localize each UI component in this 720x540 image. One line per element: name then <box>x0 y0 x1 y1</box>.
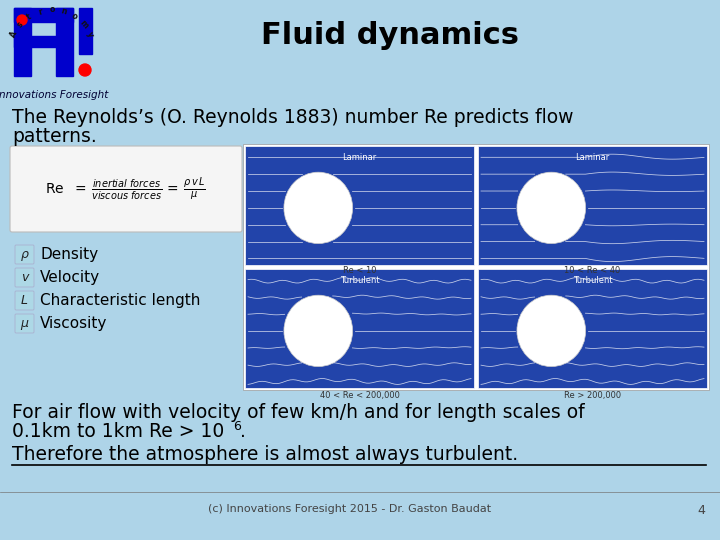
Circle shape <box>79 64 91 76</box>
Text: Re > 200,000: Re > 200,000 <box>564 391 621 400</box>
Text: Innovations Foresight: Innovations Foresight <box>0 90 108 100</box>
Text: Laminar: Laminar <box>343 153 377 162</box>
Text: t: t <box>25 12 33 22</box>
FancyBboxPatch shape <box>15 268 34 287</box>
Text: m: m <box>78 18 89 30</box>
FancyBboxPatch shape <box>15 245 34 264</box>
Bar <box>245 146 474 265</box>
Bar <box>56 8 73 76</box>
Bar <box>14 8 73 22</box>
Text: Turbulent: Turbulent <box>572 276 612 285</box>
Text: Velocity: Velocity <box>40 270 100 285</box>
Text: μ: μ <box>20 317 29 330</box>
Text: Viscosity: Viscosity <box>40 316 107 331</box>
Bar <box>478 146 707 265</box>
Text: Re  $=\,\frac{inertial\ forces}{viscous\ forces}\,=\,\frac{\rho\,v\,L}{\mu}$: Re $=\,\frac{inertial\ forces}{viscous\ … <box>45 176 205 202</box>
Text: .: . <box>240 422 246 441</box>
Text: (c) Innovations Foresight 2015 - Dr. Gaston Baudat: (c) Innovations Foresight 2015 - Dr. Gas… <box>208 504 492 514</box>
Bar <box>243 144 709 390</box>
FancyBboxPatch shape <box>15 291 34 310</box>
Bar <box>14 8 31 76</box>
Text: 6: 6 <box>233 420 241 433</box>
Text: Characteristic length: Characteristic length <box>40 293 200 308</box>
Ellipse shape <box>284 172 353 244</box>
Text: L: L <box>21 294 28 307</box>
Bar <box>14 36 56 47</box>
Text: v: v <box>21 271 28 284</box>
Text: Therefore the atmosphere is almost always turbulent.: Therefore the atmosphere is almost alway… <box>12 445 518 464</box>
Bar <box>245 269 474 388</box>
Text: n: n <box>60 6 68 17</box>
Bar <box>478 269 707 388</box>
Text: o: o <box>70 11 79 22</box>
Text: ρ: ρ <box>21 248 28 261</box>
Text: Turbulent: Turbulent <box>340 276 379 285</box>
Text: Fluid dynamics: Fluid dynamics <box>261 21 519 50</box>
Bar <box>79 8 92 54</box>
Text: Density: Density <box>40 247 98 262</box>
Text: For air flow with velocity of few km/h and for length scales of: For air flow with velocity of few km/h a… <box>12 403 585 422</box>
Text: 0.1km to 1km Re > 10: 0.1km to 1km Re > 10 <box>12 422 224 441</box>
Text: 4: 4 <box>697 504 705 517</box>
Text: A: A <box>9 30 19 39</box>
Text: o: o <box>49 5 55 15</box>
FancyBboxPatch shape <box>10 146 242 232</box>
Ellipse shape <box>284 295 353 367</box>
Text: patterns.: patterns. <box>12 127 96 146</box>
Text: 10 < Re < 40: 10 < Re < 40 <box>564 266 621 275</box>
Text: Re < 10: Re < 10 <box>343 266 377 275</box>
Text: The Reynolds’s (O. Reynolds 1883) number Re predicts flow: The Reynolds’s (O. Reynolds 1883) number… <box>12 108 574 127</box>
Text: 40 < Re < 200,000: 40 < Re < 200,000 <box>320 391 400 400</box>
Ellipse shape <box>517 295 585 367</box>
Text: r: r <box>37 7 43 17</box>
Text: s: s <box>16 19 25 29</box>
Text: y: y <box>85 30 95 38</box>
Ellipse shape <box>517 172 585 244</box>
Text: Laminar: Laminar <box>575 153 610 162</box>
Circle shape <box>17 15 27 25</box>
FancyBboxPatch shape <box>15 314 34 333</box>
